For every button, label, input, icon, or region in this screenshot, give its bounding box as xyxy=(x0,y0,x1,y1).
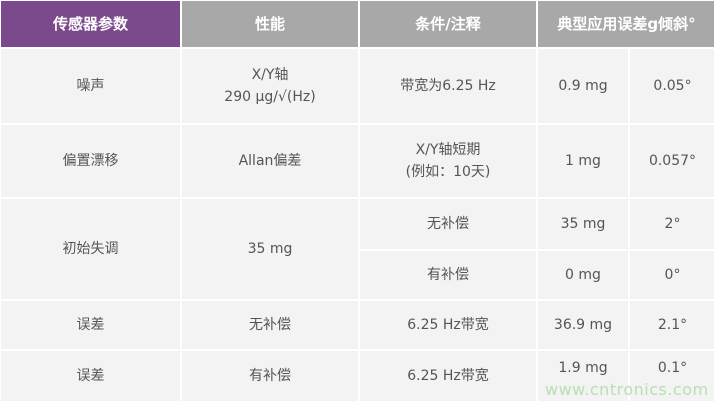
err-g-cell: 36.9 mg xyxy=(536,299,630,351)
perf-cell: Allan偏差 xyxy=(180,123,360,199)
err-g-cell: 1.9 mg xyxy=(536,349,630,403)
perf-cell: 35 mg xyxy=(180,197,360,301)
cond-cell: X/Y轴短期 (例如：10天) xyxy=(358,123,538,199)
header-error: 典型应用误差g倾斜° xyxy=(536,0,714,49)
param-cell: 误差 xyxy=(0,349,182,403)
cond-cell: 6.25 Hz带宽 xyxy=(358,349,538,403)
cond-line: X/Y轴短期 xyxy=(415,142,481,158)
header-param: 传感器参数 xyxy=(0,0,182,49)
err-g-cell: 0 mg xyxy=(536,249,630,301)
table-row: 误差 无补偿 6.25 Hz带宽 36.9 mg 2.1° xyxy=(0,299,714,351)
cond-cell: 无补偿 xyxy=(358,197,538,251)
err-tilt-cell: 0.057° xyxy=(628,123,714,199)
err-tilt-cell: 2.1° xyxy=(628,299,714,351)
table-row: 初始失调 35 mg 无补偿 35 mg 2° xyxy=(0,197,714,301)
perf-cell: 无补偿 xyxy=(180,299,360,351)
err-tilt-cell: 0.05° xyxy=(628,47,714,125)
table-row: 偏置漂移 Allan偏差 X/Y轴短期 (例如：10天) 1 mg 0.057° xyxy=(0,123,714,199)
table-row: 有补偿 0 mg 0° xyxy=(0,249,714,301)
perf-cell: X/Y轴 290 μg/√(Hz) xyxy=(180,47,360,125)
header-row: 传感器参数 性能 条件/注释 典型应用误差g倾斜° xyxy=(0,0,714,49)
param-cell: 噪声 xyxy=(0,47,182,125)
err-g-cell: 35 mg xyxy=(536,197,630,251)
err-tilt-cell: 0° xyxy=(628,249,714,301)
cond-cell: 有补偿 xyxy=(358,249,538,301)
perf-line: 290 μg/√(Hz) xyxy=(224,89,316,105)
table-row: 误差 有补偿 6.25 Hz带宽 1.9 mg 0.1° xyxy=(0,349,714,403)
table-row: 噪声 X/Y轴 290 μg/√(Hz) 带宽为6.25 Hz 0.9 mg 0.… xyxy=(0,47,714,125)
cond-cell: 6.25 Hz带宽 xyxy=(358,299,538,351)
param-cell: 初始失调 xyxy=(0,197,182,301)
err-tilt-cell: 2° xyxy=(628,197,714,251)
param-cell: 误差 xyxy=(0,299,182,351)
perf-line: X/Y轴 xyxy=(251,67,289,83)
cond-cell: 带宽为6.25 Hz xyxy=(358,47,538,125)
err-tilt-cell: 0.1° xyxy=(628,349,714,403)
err-g-cell: 1 mg xyxy=(536,123,630,199)
header-perf: 性能 xyxy=(180,0,360,49)
header-cond: 条件/注释 xyxy=(358,0,538,49)
err-g-cell: 0.9 mg xyxy=(536,47,630,125)
param-cell: 偏置漂移 xyxy=(0,123,182,199)
cond-line: (例如：10天) xyxy=(405,164,491,180)
perf-cell: 有补偿 xyxy=(180,349,360,403)
